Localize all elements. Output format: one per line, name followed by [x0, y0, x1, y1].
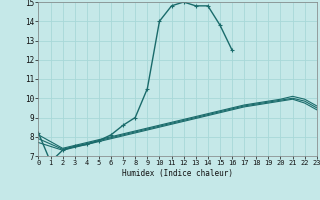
X-axis label: Humidex (Indice chaleur): Humidex (Indice chaleur)	[122, 169, 233, 178]
